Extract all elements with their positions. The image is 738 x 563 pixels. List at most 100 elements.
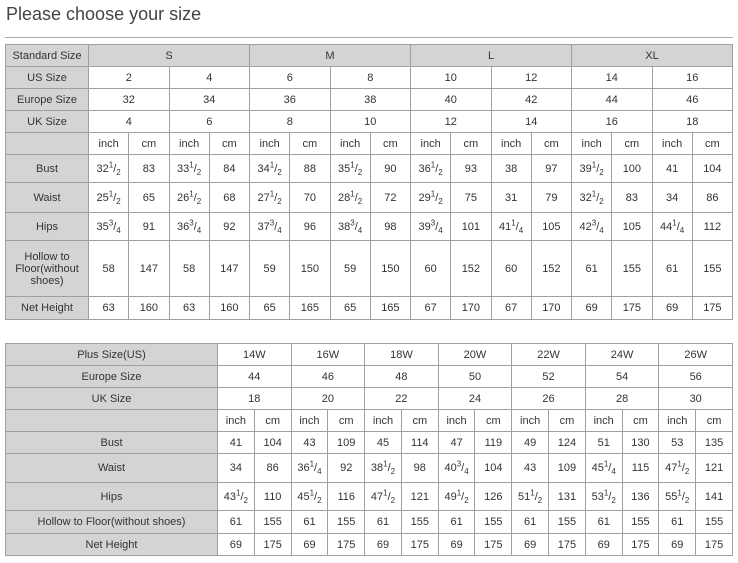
size-cell: 8	[329, 66, 411, 89]
measurement-cell: 38	[490, 154, 532, 183]
measurement-cell: 147	[208, 240, 251, 297]
measurement-cell: 373/4	[248, 212, 291, 241]
measurement-cell: 175	[400, 533, 439, 556]
measurement-cell: 109	[327, 431, 366, 454]
row-label: UK Size	[5, 110, 89, 133]
measurement-cell: inch	[248, 132, 291, 155]
measurement-cell: cm	[450, 132, 492, 155]
measurement-cell: 69	[584, 533, 623, 556]
measurement-cell: 69	[437, 533, 476, 556]
measurement-cell: 101	[450, 212, 492, 241]
measurement-cell: 383/4	[329, 212, 371, 241]
measurement-cell: 61	[511, 510, 550, 534]
measurement-cell: 155	[621, 510, 660, 534]
measurement-cell: inch	[364, 409, 402, 432]
measurement-cell: cm	[621, 409, 660, 432]
measurement-cell: 441/4	[651, 212, 693, 241]
measurement-cell: 175	[548, 533, 586, 556]
measurement-cell: 141	[695, 482, 733, 511]
size-cell: 20	[290, 387, 366, 410]
table-row: Net Height 69 175 69 175 69 175 69 175 69 175 69 175…	[5, 533, 733, 556]
measurement-cell: inch	[409, 132, 452, 155]
measurement-cell: 152	[530, 240, 573, 297]
page-title: Please choose your size	[6, 4, 202, 24]
measurement-cell: 119	[474, 431, 513, 454]
size-cell: 46	[651, 88, 733, 111]
measurement-cell: inch	[437, 409, 476, 432]
measurement-cell: 381/2	[364, 453, 402, 483]
table-row: Bust 41 104 43 109 45 114 47 119 49 124 51 130 53 135	[5, 431, 733, 454]
measurement-cell: 165	[289, 296, 331, 320]
measurement-cell: 160	[208, 296, 251, 320]
measurement-cell: 61	[584, 510, 623, 534]
size-cell: 4	[88, 110, 170, 133]
row-label: Plus Size(US)	[5, 343, 218, 366]
measurement-cell: 91	[128, 212, 170, 241]
measurement-cell: 105	[611, 212, 653, 241]
size-cell: 48	[364, 365, 439, 388]
measurement-cell: 75	[450, 182, 492, 213]
measurement-cell: 165	[369, 296, 412, 320]
measurement-cell: 43	[290, 431, 329, 454]
measurement-cell: 136	[621, 482, 660, 511]
row-label: Waist	[5, 182, 89, 213]
standard-size-chart: Standard Size S M L XL US Size 2 4 6 8 10 12 14 16 Eur…	[5, 44, 734, 320]
measurement-cell: 175	[691, 296, 734, 320]
size-cell: 10	[329, 110, 411, 133]
measurement-cell: 61	[570, 240, 613, 297]
measurement-cell: 411/4	[490, 212, 532, 241]
size-cell: S	[88, 44, 250, 67]
measurement-cell: 147	[128, 240, 170, 297]
measurement-cell: cm	[128, 132, 170, 155]
size-cell: 12	[490, 66, 572, 89]
measurement-cell: 92	[208, 212, 251, 241]
measurement-cell: 60	[490, 240, 532, 297]
measurement-cell: inch	[87, 132, 130, 155]
measurement-cell: 61	[437, 510, 476, 534]
measurement-cell: 511/2	[511, 482, 550, 511]
measurement-cell: 63	[168, 296, 210, 320]
measurement-cell: 175	[695, 533, 733, 556]
measurement-cell: inch	[658, 409, 697, 432]
measurement-cell: 61	[658, 510, 697, 534]
measurement-cell: cm	[369, 132, 412, 155]
measurement-cell: 98	[400, 453, 439, 483]
measurement-cell: 423/4	[570, 212, 613, 241]
measurement-cell: 61	[364, 510, 402, 534]
measurement-cell: 79	[530, 182, 573, 213]
measurement-cell: 291/2	[409, 182, 452, 213]
size-cell: 56	[658, 365, 733, 388]
measurement-cell: 59	[248, 240, 291, 297]
size-cell: 44	[571, 88, 653, 111]
size-cell: 12	[410, 110, 492, 133]
measurement-cell: 70	[289, 182, 331, 213]
measurement-cell: 131	[548, 482, 586, 511]
size-cell: 30	[658, 387, 733, 410]
measurement-cell: 58	[87, 240, 130, 297]
measurement-cell: 93	[450, 154, 492, 183]
measurement-cell: 271/2	[248, 182, 291, 213]
size-cell: 16	[571, 110, 653, 133]
table-row: Bust 321/2 83 331/2 84 341/2 88 351/2 90 361/2 93 3…	[5, 154, 734, 183]
size-cell: XL	[571, 44, 733, 67]
measurement-cell: 150	[369, 240, 412, 297]
measurement-cell: 175	[327, 533, 366, 556]
measurement-cell: inch	[168, 132, 210, 155]
table-row: Hollow to Floor(without shoes) 61 155 61 155…	[5, 510, 733, 534]
row-label: Bust	[5, 431, 218, 454]
measurement-cell: 175	[253, 533, 292, 556]
measurement-cell: 393/4	[409, 212, 452, 241]
measurement-cell: 155	[400, 510, 439, 534]
measurement-cell: 63	[87, 296, 130, 320]
measurement-cell: 41	[651, 154, 693, 183]
measurement-cell: 65	[128, 182, 170, 213]
row-label: Waist	[5, 453, 218, 483]
size-cell: 24	[437, 387, 513, 410]
size-cell: 26W	[658, 343, 733, 366]
measurement-cell: 88	[289, 154, 331, 183]
measurement-cell: 391/2	[570, 154, 613, 183]
measurement-cell: 491/2	[437, 482, 476, 511]
measurement-cell: 121	[400, 482, 439, 511]
table-row: Europe Size 44 46 48 50 52 54 56	[5, 365, 733, 388]
size-cell: 36	[249, 88, 331, 111]
